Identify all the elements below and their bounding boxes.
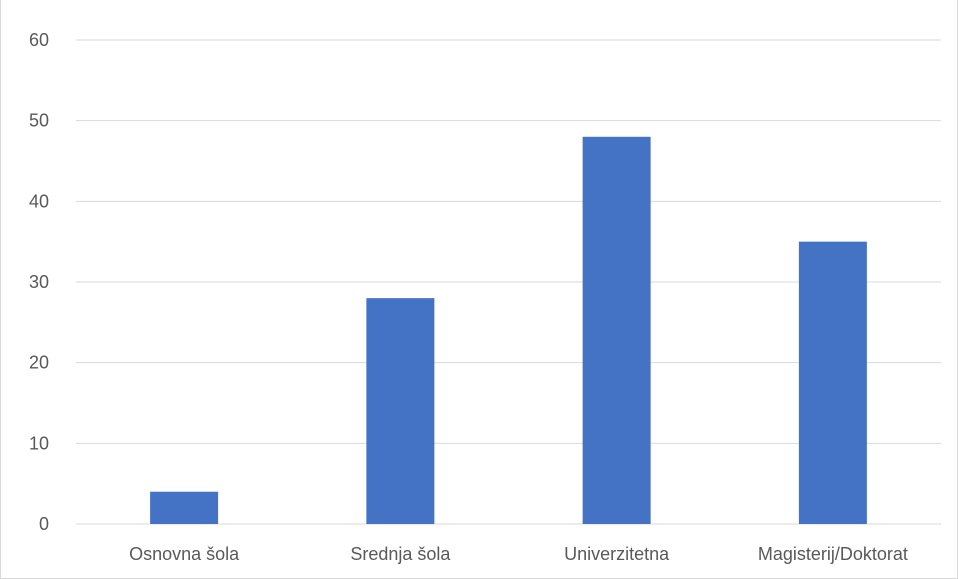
y-tick-label: 40 <box>29 191 49 211</box>
y-tick-label: 10 <box>29 433 49 453</box>
x-axis-category-labels: Osnovna šola Srednja šola Univerzitetna Mag… <box>129 544 908 564</box>
y-tick-label: 20 <box>29 353 49 373</box>
y-tick-label: 30 <box>29 272 49 292</box>
bars <box>150 136 867 525</box>
bar <box>798 241 867 524</box>
bar <box>582 136 651 525</box>
bar <box>150 491 219 524</box>
x-category-label: Osnovna šola <box>129 544 240 564</box>
x-category-label: Srednja šola <box>350 544 451 564</box>
x-category-label: Univerzitetna <box>564 544 670 564</box>
y-tick-label: 0 <box>39 514 49 534</box>
x-category-label: Magisterij/Doktorat <box>758 544 908 564</box>
bar <box>366 298 435 524</box>
y-tick-label: 60 <box>29 30 49 50</box>
gridlines <box>76 39 941 525</box>
y-axis-tick-labels: 0 10 20 30 40 50 60 <box>29 30 49 534</box>
y-tick-label: 50 <box>29 111 49 131</box>
